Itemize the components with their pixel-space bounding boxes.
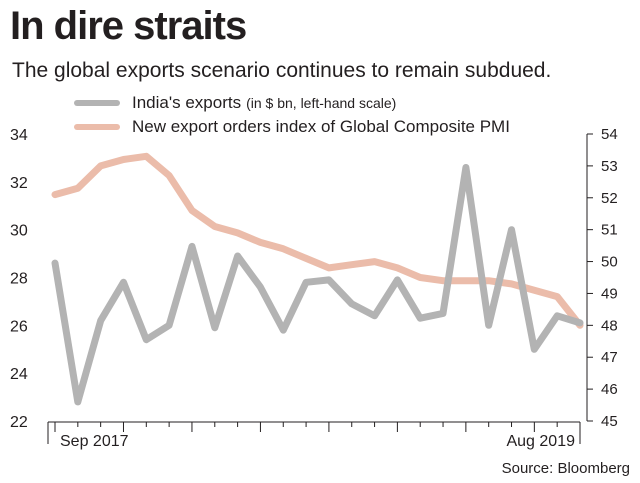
y-right-tick-label: 46	[601, 381, 618, 398]
series-line-pmi	[51, 152, 584, 329]
y-right-tick-label: 53	[601, 158, 618, 175]
chart-subtitle: The global exports scenario continues to…	[12, 59, 552, 82]
series-lines	[51, 152, 584, 406]
y-left-tick-label: 24	[10, 366, 28, 383]
y-left-tick-label: 32	[10, 175, 28, 192]
legend-label-exports: India's exports	[132, 93, 242, 112]
legend-note-exports: (in $ bn, left-hand scale)	[246, 95, 397, 111]
source-note: Source: Bloomberg	[501, 460, 630, 477]
y-right-tick-label: 52	[601, 190, 618, 207]
legend-label-pmi: New export orders index of Global Compos…	[132, 117, 510, 136]
y-right-tick-label: 47	[601, 349, 618, 366]
axes: 22 24 26 28 30 32 34 45 46 47 48 49 50 51 52 53 54 Sep 20…	[10, 126, 618, 450]
legend-swatch-pmi	[74, 124, 120, 130]
y-right-tick-label: 54	[601, 126, 618, 143]
y-left-tick-label: 28	[10, 271, 28, 288]
series-line-exports	[51, 164, 584, 406]
y-right-tick-label: 51	[601, 222, 618, 239]
x-tick-label: Aug 2019	[506, 433, 575, 450]
legend-item-exports: India's exports (in $ bn, left-hand scal…	[74, 92, 396, 114]
y-left-tick-label: 26	[10, 318, 28, 335]
y-left-tick-label: 34	[10, 127, 28, 144]
y-right-tick-label: 49	[601, 285, 618, 302]
legend-item-pmi: New export orders index of Global Compos…	[74, 116, 510, 138]
y-right-tick-label: 45	[601, 413, 618, 430]
legend-swatch-exports	[74, 100, 120, 106]
chart-title: In dire straits	[10, 4, 247, 48]
y-right-tick-label: 48	[601, 317, 618, 334]
y-left-tick-label: 30	[10, 223, 28, 240]
y-right-tick-label: 50	[601, 254, 618, 271]
x-tick-label: Sep 2017	[60, 433, 129, 450]
y-left-tick-label: 22	[10, 414, 28, 431]
